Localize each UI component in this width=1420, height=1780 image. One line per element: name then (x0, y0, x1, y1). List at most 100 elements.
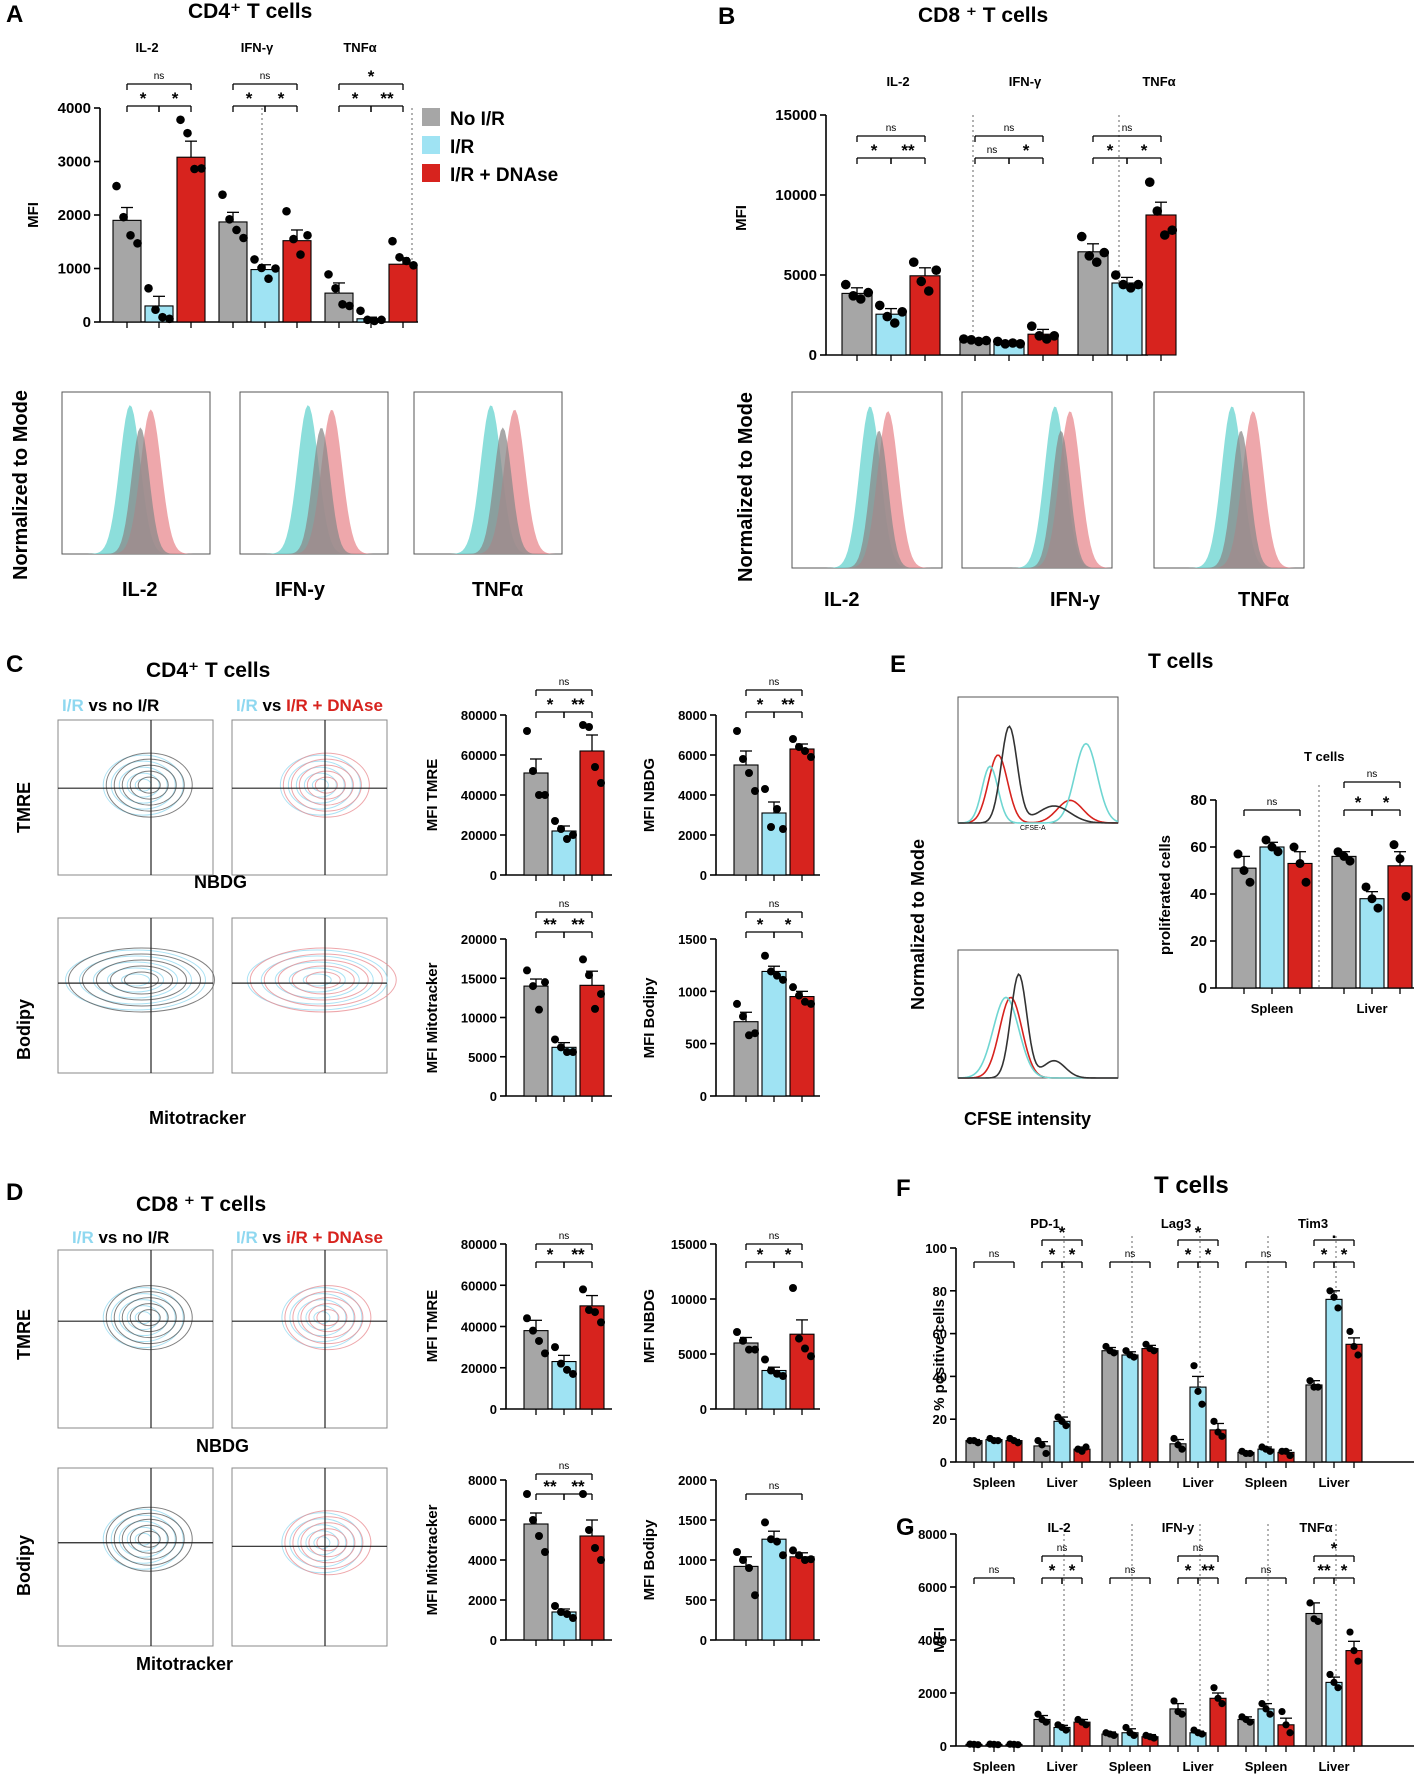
contour-ring (126, 772, 160, 798)
data-point (1354, 1657, 1362, 1665)
data-point (1289, 842, 1299, 852)
data-point (1354, 1351, 1362, 1359)
data-point (1214, 1694, 1222, 1702)
data-point (897, 307, 908, 317)
x-group-label: Liver (1318, 1475, 1349, 1490)
hist-a-ifny (239, 391, 389, 555)
sig-label: * (1049, 1561, 1056, 1580)
data-point (863, 287, 874, 298)
data-point (767, 823, 775, 831)
x-group-label: Spleen (1109, 1759, 1152, 1774)
data-point (1301, 877, 1311, 887)
contour-ring (316, 1534, 340, 1552)
contour-ring (110, 1514, 176, 1564)
chart-f: 0 20 40 60 80 100 % positive cells PD-1 Lag3 Tim3… (925, 1216, 1414, 1490)
panel-b-hist-label-tnfa: TNFα (1238, 589, 1290, 611)
data-point (579, 1285, 587, 1294)
contour-ring (281, 1287, 363, 1349)
contour-ring (311, 778, 329, 792)
data-point (1159, 230, 1170, 240)
data-point (1330, 1678, 1338, 1686)
data-point (1246, 1718, 1254, 1726)
cfse-line-no-ir (958, 973, 1118, 1079)
data-point (409, 260, 418, 270)
data-point (916, 276, 927, 287)
contour-ring (129, 1524, 169, 1554)
sig-label: ** (571, 915, 585, 934)
x-group-label: Liver (1356, 1001, 1387, 1016)
y-axis-label: proliferated cells (1157, 835, 1174, 955)
data-point (974, 1741, 982, 1749)
sig-label: * (871, 141, 878, 160)
sig-label: . (1332, 1223, 1337, 1242)
y-axis-label: MFI TMRE (424, 759, 441, 832)
data-point (974, 1439, 982, 1447)
legend: No I/R I/R I/R + DNAse (422, 108, 558, 186)
panel-c-compare-2-vs: vs (258, 696, 286, 715)
panel-d-tmre-label: TMRE (14, 1309, 34, 1360)
contour-ring (110, 965, 173, 995)
data-point (1246, 1449, 1254, 1458)
data-point (232, 225, 241, 235)
data-point (1110, 1731, 1118, 1739)
data-point (739, 1556, 747, 1564)
data-point (225, 214, 234, 224)
data-point (1144, 177, 1155, 187)
y-tick-label: 1500 (678, 1513, 707, 1528)
data-point (1373, 903, 1383, 913)
sig-label: ns (559, 899, 570, 910)
bar-no-i-r (733, 1342, 759, 1410)
marker-heading: Lag3 (1161, 1216, 1191, 1231)
cfse-line-no-ir (958, 725, 1119, 824)
y-tick-label: 0 (490, 1402, 497, 1417)
y-axis-label: MFI Mitotracker (424, 962, 441, 1073)
contour-frame (57, 719, 214, 876)
y-tick-label: 15000 (775, 107, 817, 124)
y-tick-label: 10000 (461, 1011, 497, 1026)
data-point (761, 1518, 769, 1527)
sig-label: ** (543, 1477, 557, 1496)
contour-ring (305, 1530, 339, 1556)
data-point (569, 1614, 577, 1622)
data-point (597, 1556, 605, 1564)
data-point (1334, 1684, 1342, 1692)
data-point (1218, 1700, 1226, 1708)
data-point (324, 270, 333, 279)
y-tick-label: 80 (1190, 792, 1207, 809)
data-point (795, 991, 803, 1000)
x-group-label: Spleen (1109, 1475, 1152, 1490)
y-tick-label: 100 (925, 1241, 947, 1256)
data-point (789, 983, 797, 992)
contour-ring (105, 752, 193, 818)
sig-label: ns (1267, 797, 1278, 808)
y-tick-label: 0 (490, 1089, 497, 1104)
y-tick-label: 0 (490, 868, 497, 883)
data-point (739, 1336, 747, 1345)
contour-ring (137, 776, 161, 794)
contour-frame (231, 917, 388, 1074)
data-point (1258, 1700, 1266, 1708)
data-point (1395, 854, 1405, 864)
contour-ring (105, 1506, 193, 1572)
y-tick-label: 15000 (671, 1237, 707, 1252)
data-point (597, 1318, 605, 1327)
y-tick-label: 40000 (461, 788, 497, 803)
data-point (981, 335, 992, 346)
y-tick-label: 20 (1190, 933, 1207, 950)
contour-ring (110, 760, 176, 810)
sig-label: ** (901, 141, 915, 160)
y-tick-label: 0 (940, 1739, 947, 1754)
y-tick-label: 8000 (918, 1527, 947, 1542)
sig-label: ns (1261, 1565, 1272, 1576)
sig-label: * (547, 695, 554, 714)
y-tick-label: 0 (809, 347, 817, 364)
sig-label: * (172, 89, 179, 108)
data-point (119, 212, 128, 222)
contour-d-bodipy-1 (57, 1467, 214, 1647)
data-point (1110, 270, 1121, 280)
cfse-spleen (957, 696, 1119, 824)
contour-ring (107, 967, 164, 993)
contour-ring (102, 1287, 184, 1349)
